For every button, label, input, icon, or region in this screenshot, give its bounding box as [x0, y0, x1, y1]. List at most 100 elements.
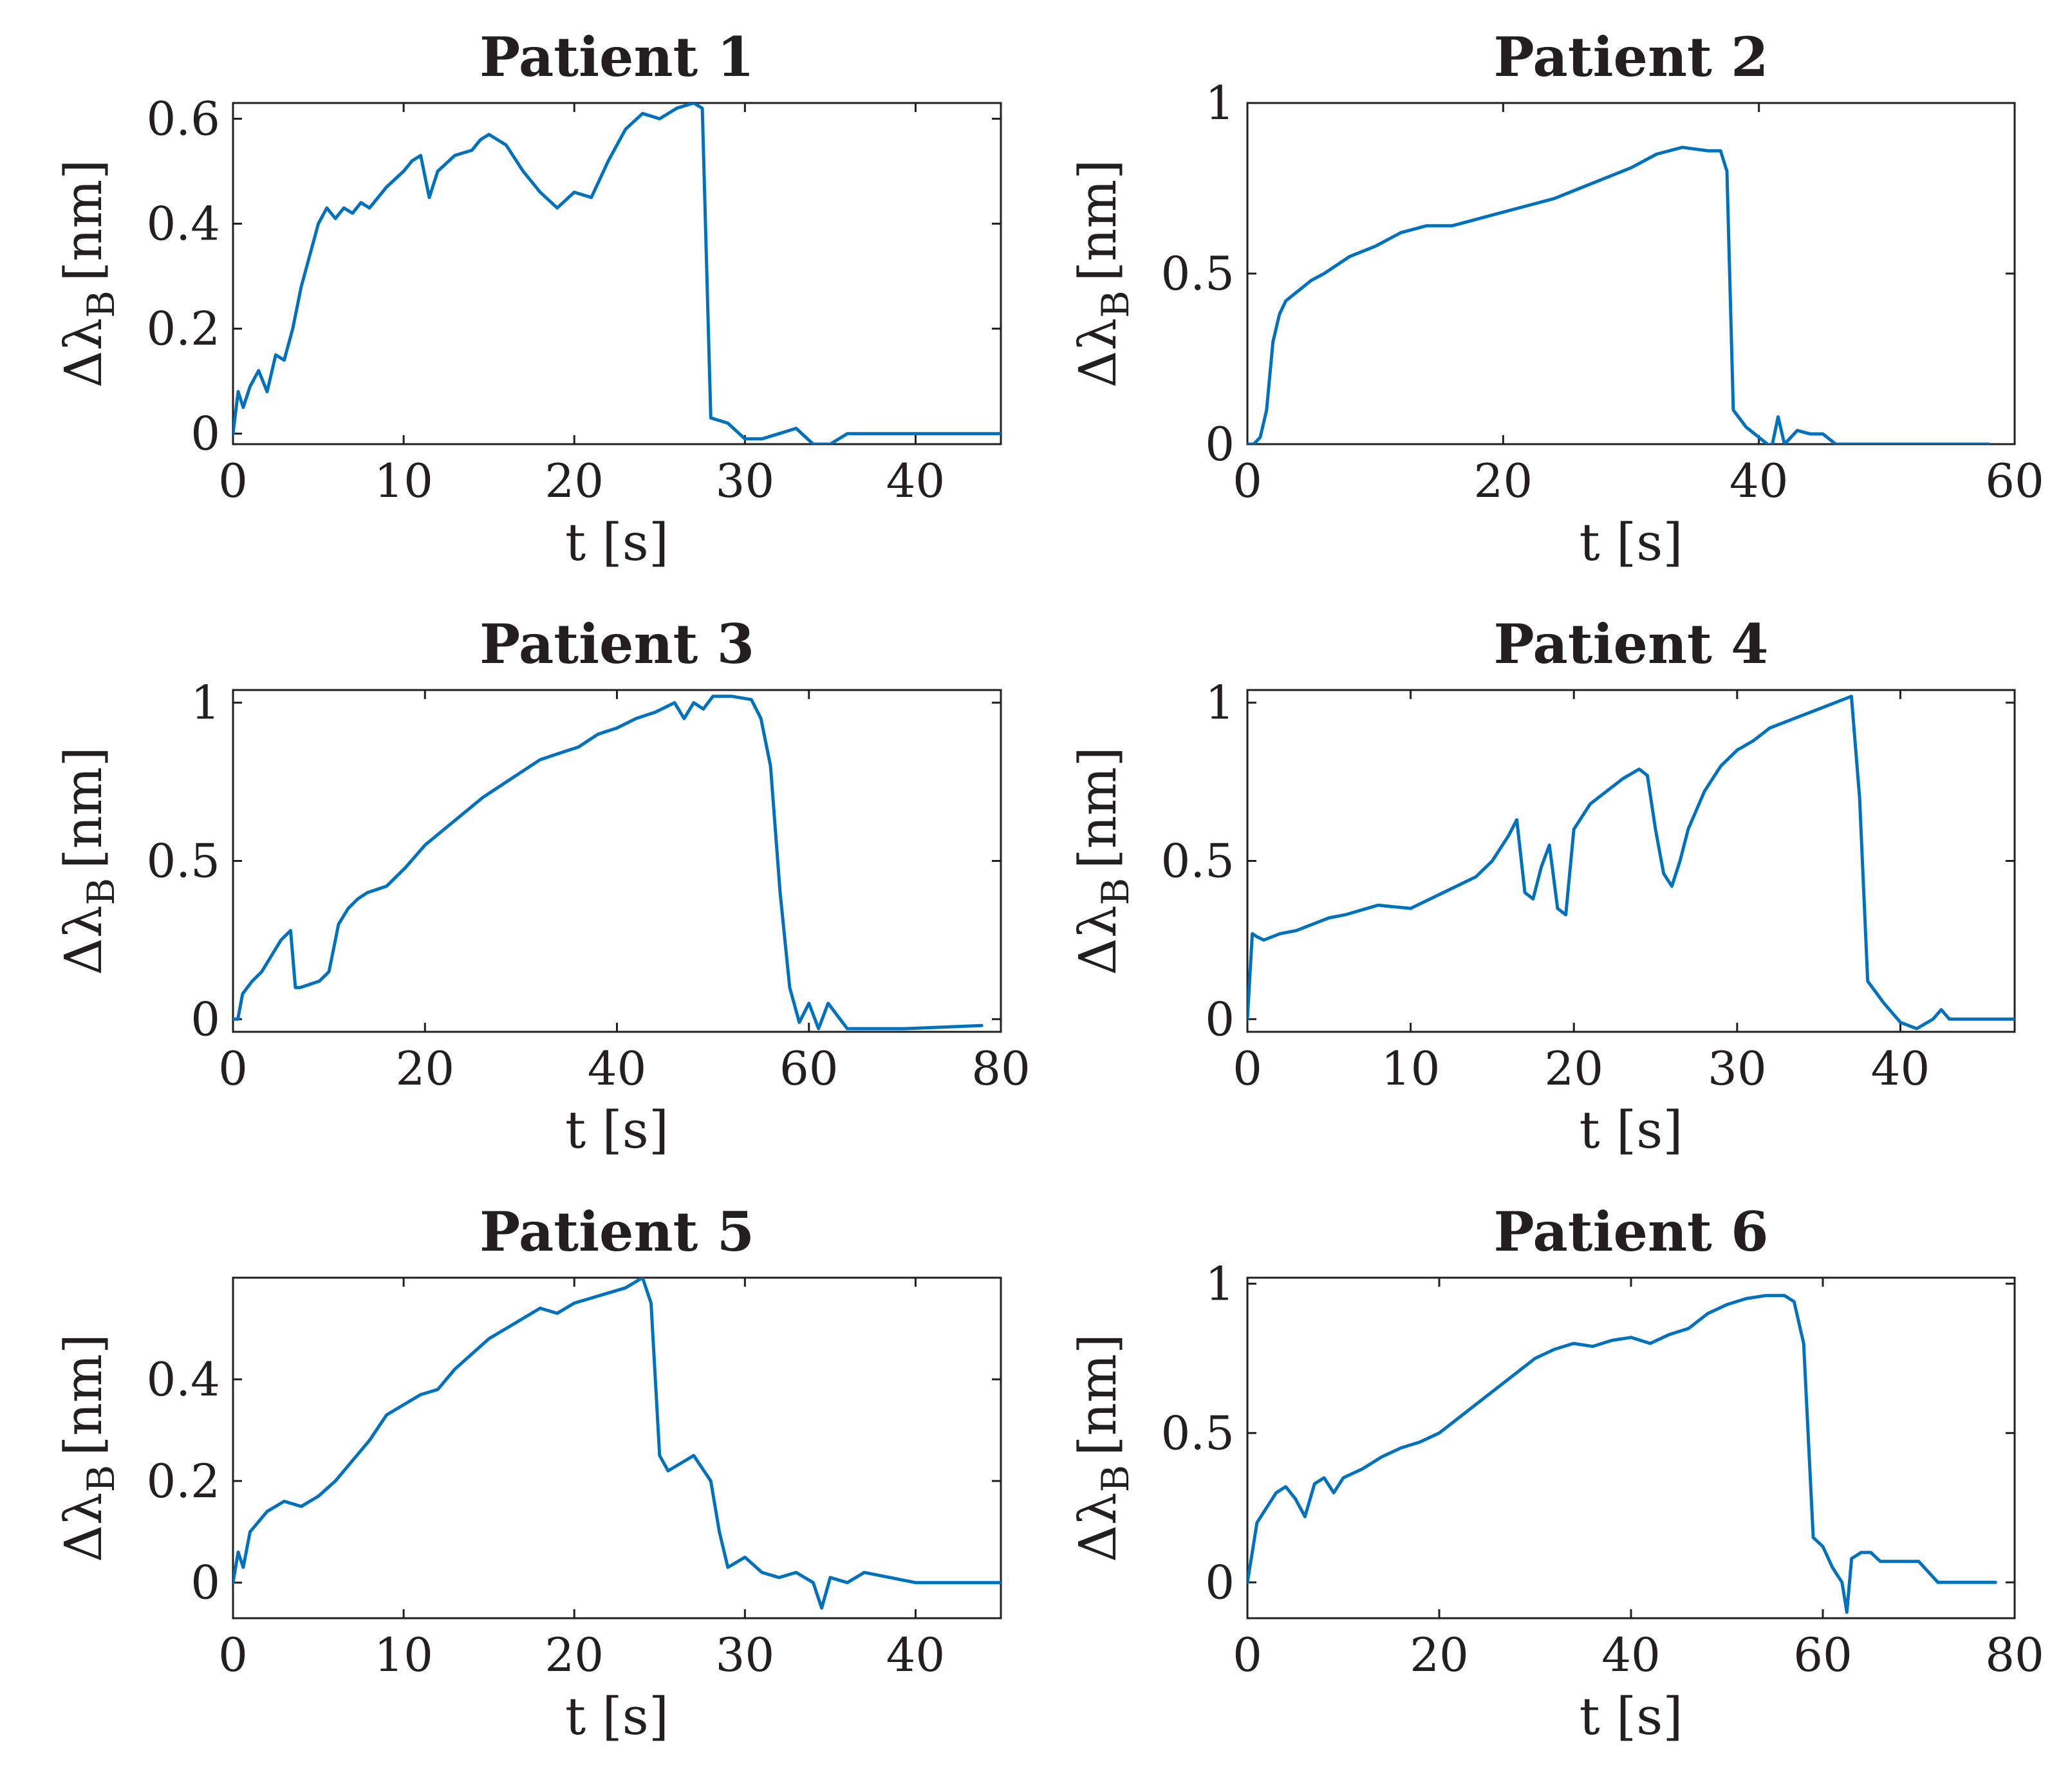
x-tick-label: 0	[1233, 1628, 1262, 1682]
axes-box	[232, 102, 1002, 445]
panel-patient-4: Patient 4 0 10 20 30 40 0 0.5 1 t [s] ΔλB [nm]	[1068, 612, 2016, 1160]
x-axis-label: t [s]	[565, 1686, 669, 1746]
x-tick-label: 20	[395, 1041, 454, 1096]
axes-box	[1246, 689, 2016, 1033]
y-tick-label: 0	[191, 992, 220, 1046]
y-axis-label-unit: [nm]	[1068, 1334, 1128, 1456]
panel-title: Patient 1	[480, 25, 754, 89]
axes-box	[1246, 1276, 2016, 1619]
panel-title: Patient 4	[1493, 612, 1768, 676]
panel-patient-2: Patient 2 0 20 40 60 0 0.5 1 t [s] ΔλB [nm]	[1068, 25, 2044, 572]
y-axis-label-unit: [nm]	[53, 747, 113, 869]
y-tick-label: 0.5	[1161, 247, 1235, 301]
panel-title: Patient 3	[480, 612, 754, 676]
y-tick-label: 0	[191, 1556, 220, 1610]
x-axis-label: t [s]	[1579, 512, 1683, 572]
x-tick-label: 40	[1730, 454, 1789, 508]
y-axis-label-unit: [nm]	[1068, 747, 1128, 869]
y-axis-label-subscript: B	[1094, 1465, 1137, 1493]
axes-box	[232, 1276, 1002, 1619]
axes-box	[1246, 102, 2016, 445]
y-tick-label: 1	[1205, 76, 1235, 130]
y-axis-label-symbol: Δλ	[53, 1492, 113, 1562]
x-tick-label: 40	[588, 1041, 647, 1096]
y-axis-label-symbol: Δλ	[1068, 1492, 1128, 1562]
x-tick-label: 80	[1985, 1628, 2044, 1682]
y-tick-label: 1	[1205, 676, 1235, 730]
x-tick-label: 20	[1410, 1628, 1469, 1682]
y-tick-label: 0.2	[146, 1454, 220, 1508]
x-tick-label: 20	[1474, 454, 1533, 508]
y-axis-label-symbol: Δλ	[1068, 318, 1128, 387]
x-tick-label: 80	[971, 1041, 1030, 1096]
x-tick-label: 40	[1601, 1628, 1661, 1682]
y-tick-label: 0.4	[146, 1352, 220, 1406]
y-axis-label: ΔλB [nm]	[1068, 160, 1137, 388]
series-line	[1247, 695, 2015, 1031]
y-axis-label-subscript: B	[79, 1465, 123, 1493]
x-tick-label: 0	[1233, 454, 1262, 508]
y-tick-label: 1	[1205, 1256, 1235, 1311]
x-tick-label: 40	[1871, 1041, 1930, 1096]
x-tick-label: 10	[374, 1628, 433, 1682]
series-line	[1247, 1294, 1997, 1614]
panel-patient-6: Patient 6 0 20 40 60 80 0 0.5 1 t [s] ΔλB [nm]	[1068, 1200, 2044, 1746]
y-axis-label: ΔλB [nm]	[1068, 1334, 1137, 1562]
x-tick-label: 0	[218, 454, 248, 508]
panel-title: Patient 2	[1493, 25, 1768, 89]
y-axis-label-symbol: Δλ	[53, 318, 113, 387]
x-tick-label: 10	[1381, 1041, 1441, 1096]
x-tick-label: 10	[374, 454, 433, 508]
y-tick-label: 0.6	[146, 91, 220, 145]
y-tick-label: 1	[191, 676, 220, 730]
y-axis-label: ΔλB [nm]	[53, 747, 123, 975]
series-line	[1247, 145, 1991, 444]
y-axis-label-symbol: Δλ	[1068, 905, 1128, 975]
x-tick-label: 20	[545, 454, 604, 508]
x-tick-label: 20	[1544, 1041, 1603, 1096]
y-tick-label: 0	[1205, 417, 1235, 471]
y-axis-label-unit: [nm]	[53, 160, 113, 282]
x-tick-label: 30	[716, 454, 775, 508]
x-tick-label: 30	[716, 1628, 775, 1682]
x-tick-label: 60	[1985, 454, 2044, 508]
x-axis-label: t [s]	[565, 1100, 669, 1160]
y-axis-label-subscript: B	[79, 290, 123, 318]
x-tick-label: 30	[1708, 1041, 1767, 1096]
y-axis-label: ΔλB [nm]	[53, 160, 123, 388]
panel-patient-3: Patient 3 0 20 40 60 80 0 0.5 1 t [s] ΔλB [nm]	[53, 612, 1030, 1160]
y-tick-label: 0	[1205, 1555, 1235, 1609]
y-tick-label: 0	[191, 407, 220, 461]
panel-patient-1: Patient 1 0 10 20 30 40 0 0.2 0.4 0.6 t [s] ΔλB [nm]	[53, 25, 1002, 572]
axes-box	[232, 689, 1002, 1033]
x-tick-label: 60	[1793, 1628, 1852, 1682]
x-tick-label: 20	[545, 1628, 604, 1682]
series-line	[233, 103, 1001, 444]
panel-patient-5: Patient 5 0 10 20 30 40 0 0.2 0.4 t [s] ΔλB [nm]	[53, 1200, 1002, 1746]
x-axis-label: t [s]	[1579, 1100, 1683, 1160]
y-axis-label-subscript: B	[79, 878, 123, 906]
x-axis-label: t [s]	[1579, 1686, 1683, 1746]
y-tick-label: 0	[1205, 992, 1235, 1046]
y-axis-label-unit: [nm]	[1068, 160, 1128, 282]
series-line	[233, 1278, 1001, 1610]
series-line	[233, 695, 984, 1031]
x-tick-label: 40	[886, 454, 946, 508]
y-tick-label: 0.5	[1161, 834, 1235, 888]
y-tick-label: 0.5	[1161, 1406, 1235, 1460]
x-axis-label: t [s]	[565, 512, 669, 572]
y-tick-label: 0.4	[146, 197, 220, 251]
x-tick-label: 0	[218, 1041, 248, 1096]
y-axis-label-subscript: B	[1094, 290, 1137, 318]
x-tick-label: 40	[886, 1628, 946, 1682]
y-axis-label: ΔλB [nm]	[53, 1334, 123, 1562]
y-axis-label-subscript: B	[1094, 878, 1137, 906]
panel-title: Patient 6	[1493, 1200, 1768, 1264]
y-axis-label-symbol: Δλ	[53, 905, 113, 975]
y-axis-label-unit: [nm]	[53, 1334, 113, 1456]
y-tick-label: 0.5	[146, 834, 220, 888]
y-axis-label: ΔλB [nm]	[1068, 747, 1137, 975]
x-tick-label: 0	[218, 1628, 248, 1682]
y-tick-label: 0.2	[146, 302, 220, 356]
